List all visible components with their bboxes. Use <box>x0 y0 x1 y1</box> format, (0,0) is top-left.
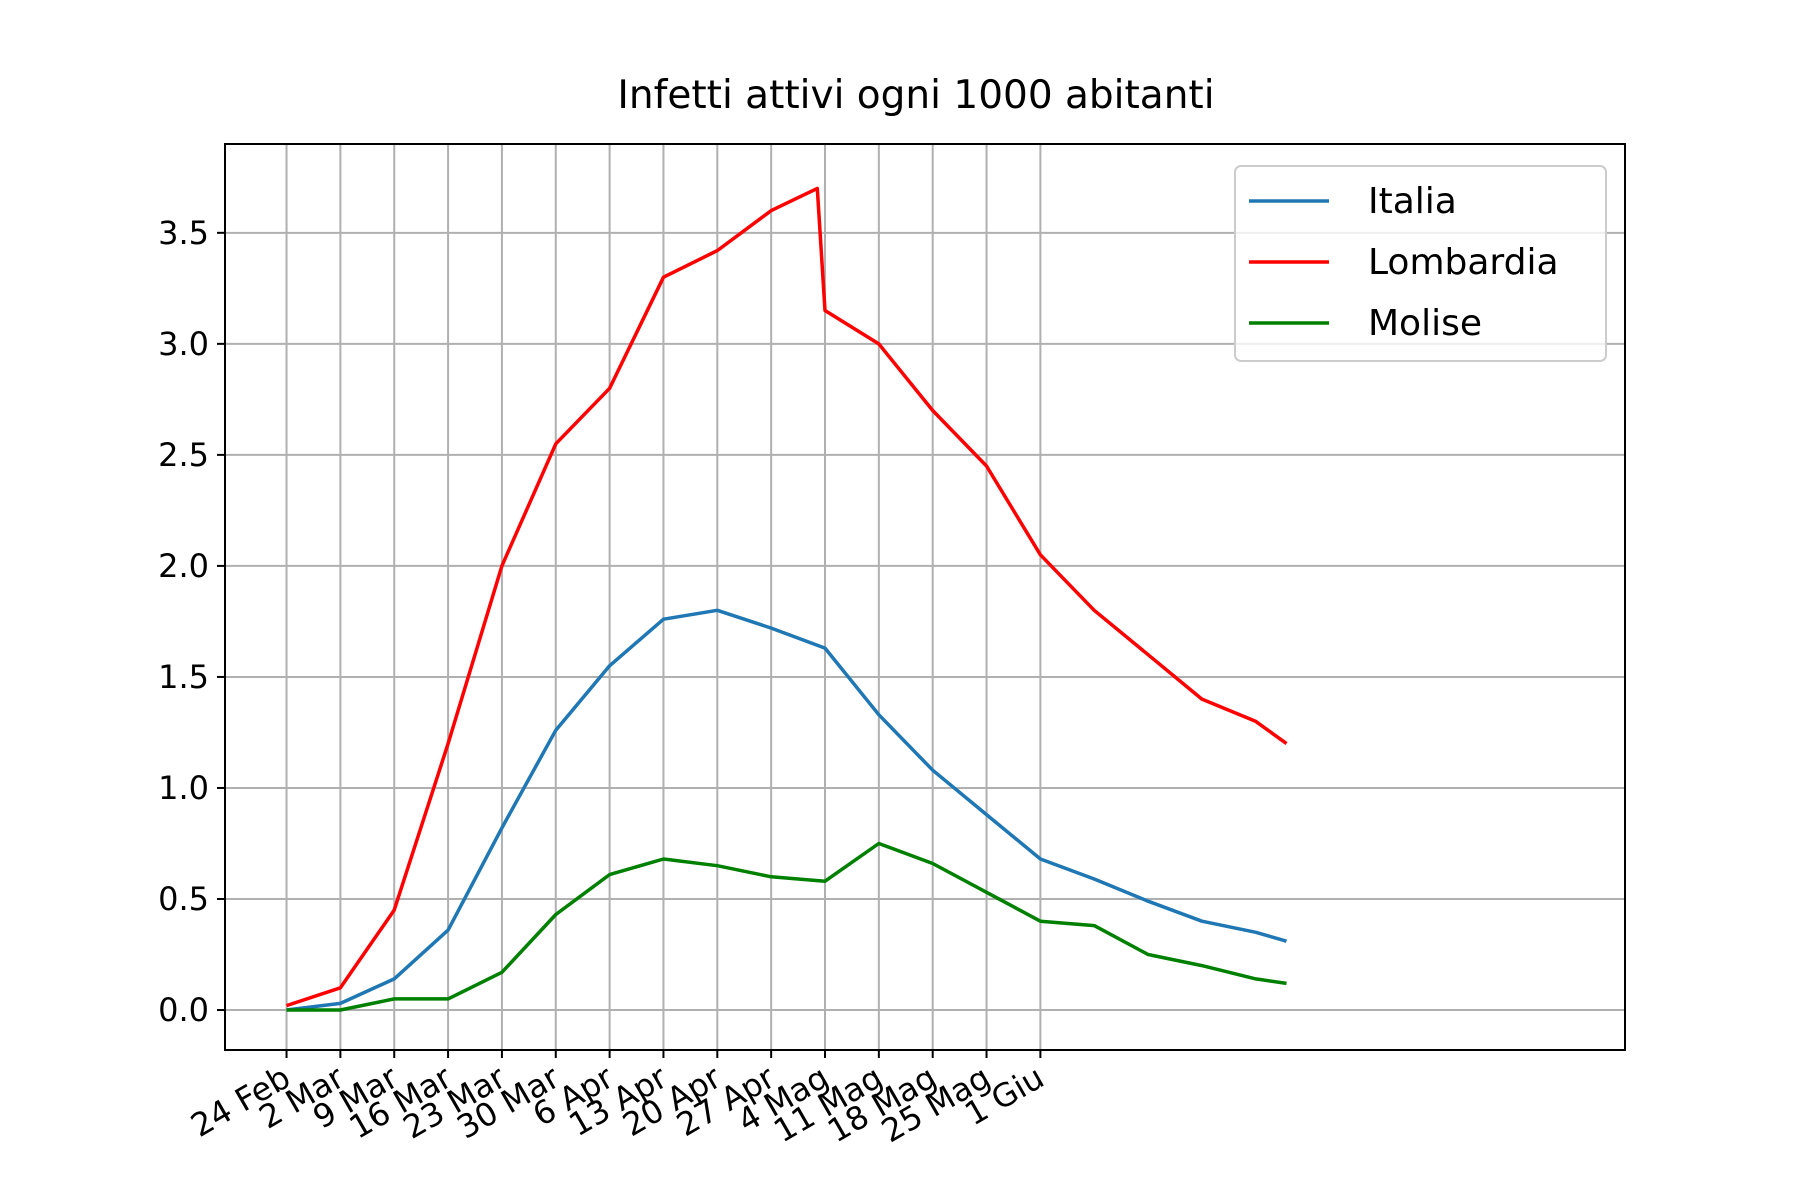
series-line-molise <box>286 841 1287 1012</box>
chart-title: Infetti attivi ogni 1000 abitanti <box>617 73 1214 118</box>
y-tick-label: 2.5 <box>158 436 209 474</box>
series-line-lombardia <box>285 186 1288 1008</box>
legend-label-molise: Molise <box>1368 303 1482 344</box>
series-line-italia <box>286 608 1287 1012</box>
legend-label-lombardia: Lombardia <box>1368 242 1559 283</box>
y-tick-label: 0.5 <box>158 880 209 918</box>
y-tick-label: 1.0 <box>158 769 209 807</box>
y-tick-label: 0.0 <box>158 991 209 1029</box>
y-tick-label: 2.0 <box>158 547 209 585</box>
legend-label-italia: Italia <box>1368 181 1457 222</box>
plot-frame <box>224 143 1626 1051</box>
y-tick-label: 3.5 <box>158 214 209 252</box>
legend-box <box>1234 165 1607 362</box>
y-tick-label: 1.5 <box>158 658 209 696</box>
y-tick-label: 3.0 <box>158 325 209 363</box>
